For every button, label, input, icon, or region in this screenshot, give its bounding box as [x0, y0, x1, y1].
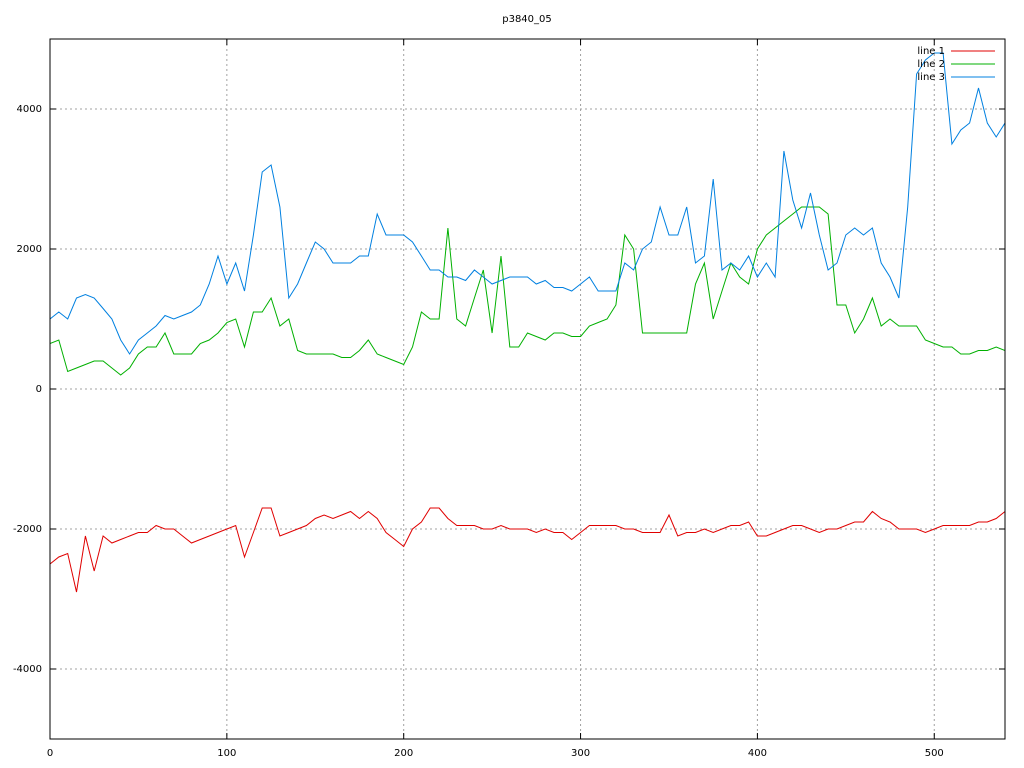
y-tick-label: -2000 [13, 524, 42, 535]
legend-label: line 2 [917, 59, 945, 70]
x-tick-label: 100 [217, 748, 236, 759]
x-tick-label: 500 [925, 748, 944, 759]
data-line [50, 206, 1005, 376]
y-tick-label: 4000 [17, 104, 42, 115]
data-line [50, 52, 1005, 355]
legend-label: line 3 [917, 72, 945, 83]
y-tick-label: 0 [36, 384, 42, 395]
y-tick-label: -4000 [13, 664, 42, 675]
x-tick-label: 300 [571, 748, 590, 759]
data-line [50, 507, 1005, 593]
legend-label: line 1 [917, 46, 945, 57]
x-tick-label: 0 [47, 748, 53, 759]
chart-title: p3840_05 [502, 14, 552, 25]
x-tick-label: 200 [394, 748, 413, 759]
y-tick-label: 2000 [17, 244, 42, 255]
x-tick-label: 400 [748, 748, 767, 759]
plot-frame [49, 38, 1006, 740]
